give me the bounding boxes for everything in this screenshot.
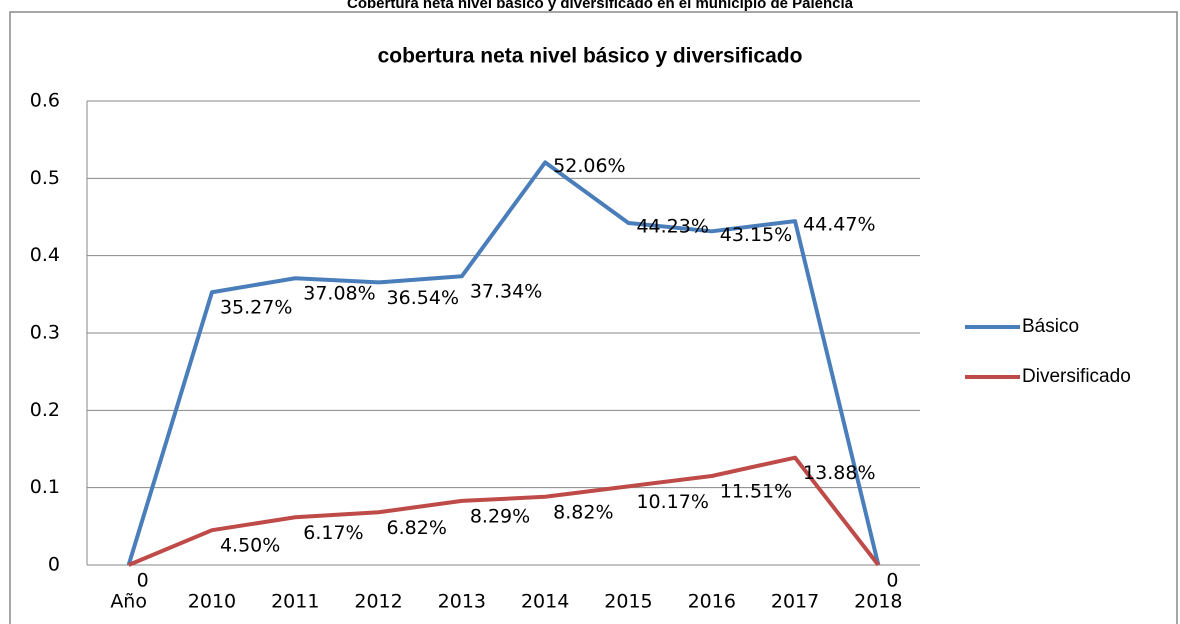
- x-tick-label: 2010: [188, 591, 236, 613]
- data-label: 0: [886, 570, 898, 592]
- data-label: 44.47%: [803, 214, 875, 236]
- data-label: 13.88%: [803, 462, 875, 484]
- y-tick-label: 0: [48, 554, 60, 576]
- x-tick-label: 2015: [604, 591, 652, 613]
- y-tick-label: 0.1: [30, 476, 60, 498]
- x-tick-label: 2016: [688, 591, 736, 613]
- data-label: 4.50%: [220, 535, 280, 557]
- data-label: 37.34%: [470, 281, 542, 303]
- data-label: 43.15%: [720, 224, 792, 246]
- y-tick-label: 0.2: [30, 399, 60, 421]
- data-label: 0: [137, 570, 149, 592]
- legend-label: Diversificado: [1022, 366, 1131, 387]
- y-tick-label: 0.4: [30, 244, 60, 266]
- chart-frame: [9, 11, 1178, 624]
- legend-label: Básico: [1022, 316, 1079, 337]
- data-label: 35.27%: [220, 297, 292, 319]
- x-tick-label: Año: [110, 591, 147, 613]
- x-tick-label: 2012: [354, 591, 402, 613]
- data-label: 8.29%: [470, 505, 530, 527]
- y-tick-label: 0.6: [30, 90, 60, 112]
- x-tick-label: 2017: [771, 591, 819, 613]
- x-tick-label: 2018: [854, 591, 902, 613]
- x-tick-label: 2013: [438, 591, 486, 613]
- y-tick-label: 0.5: [30, 167, 60, 189]
- data-label: 6.17%: [303, 522, 363, 544]
- data-label: 6.82%: [387, 517, 447, 539]
- x-tick-label: 2014: [521, 591, 569, 613]
- data-label: 8.82%: [553, 501, 613, 523]
- chart-title: cobertura neta nivel básico y diversific…: [378, 45, 803, 68]
- data-label: 52.06%: [553, 155, 625, 177]
- data-label: 11.51%: [720, 480, 792, 502]
- data-label: 44.23%: [636, 215, 708, 237]
- page-title: Cobertura neta nivel básico y diversific…: [347, 0, 854, 12]
- data-label: 36.54%: [387, 287, 459, 309]
- data-label: 37.08%: [303, 283, 375, 305]
- series-line: [126, 160, 881, 566]
- data-label: 10.17%: [636, 491, 708, 513]
- y-tick-label: 0.3: [30, 322, 60, 344]
- series-line: [127, 455, 880, 567]
- x-tick-label: 2011: [271, 591, 319, 613]
